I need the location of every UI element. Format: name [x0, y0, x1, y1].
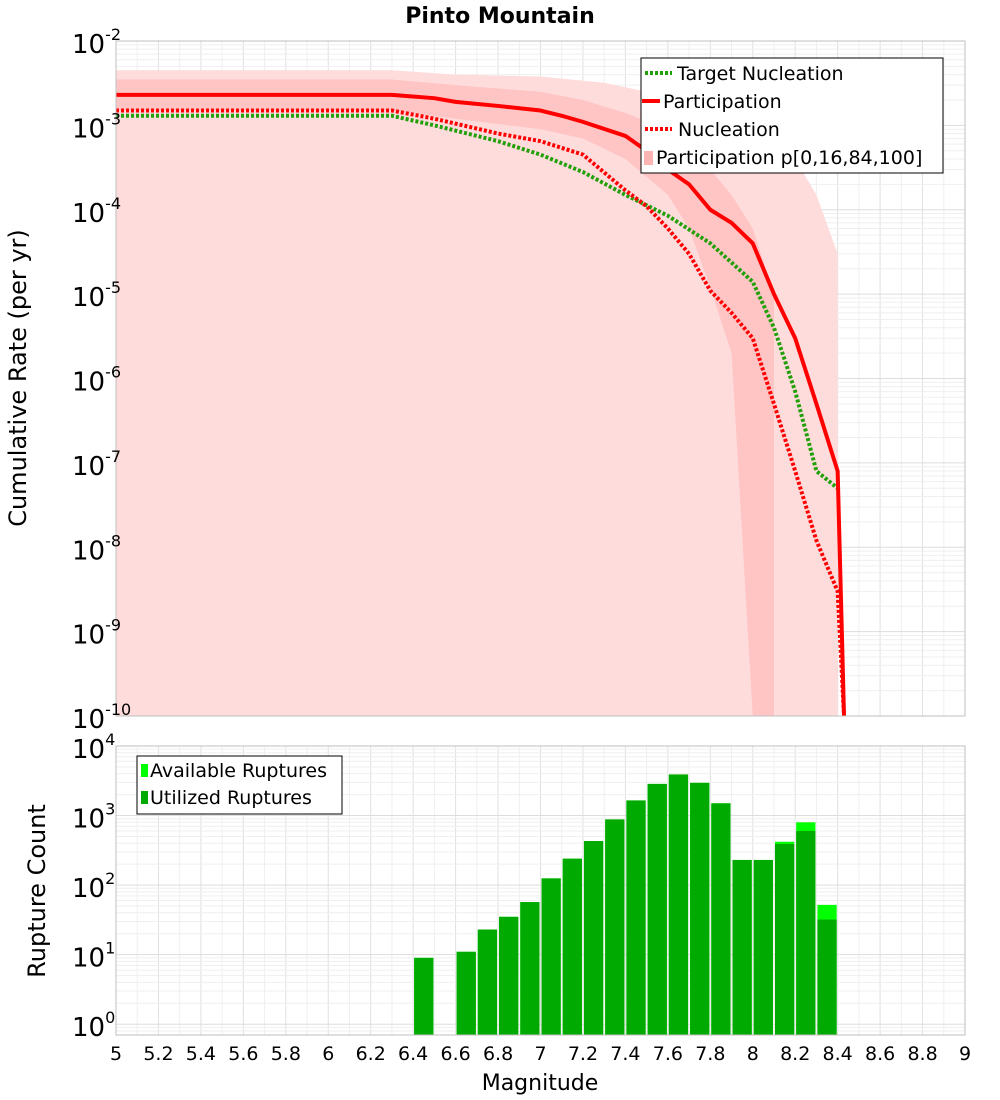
bar-utilized	[774, 844, 795, 1035]
count-y-tick-label: 102	[72, 869, 115, 904]
rate-y-tick-label: 10-5	[72, 278, 121, 313]
x-tick-label: 5.8	[271, 1043, 301, 1065]
rate-y-tick-label: 10-8	[72, 531, 121, 566]
x-tick-label: 8.2	[780, 1043, 810, 1065]
x-tick-label: 6.2	[356, 1043, 386, 1065]
x-tick-label: 8.6	[865, 1043, 895, 1065]
rate-y-tick-label: 10-4	[72, 194, 121, 229]
count-legend-box	[136, 755, 343, 815]
x-tick-label: 5.2	[143, 1043, 173, 1065]
bar-utilized	[732, 859, 752, 1035]
x-tick-label: 8.8	[907, 1043, 937, 1065]
bar-utilized	[562, 858, 582, 1035]
x-tick-label: 9	[959, 1043, 971, 1065]
x-tick-label: 7.8	[695, 1043, 725, 1065]
x-tick-label: 7.6	[653, 1043, 683, 1065]
bar-utilized	[477, 929, 498, 1035]
count-legend: Available Ruptures Utilized Ruptures	[136, 755, 343, 815]
count-y-tick-label: 104	[72, 730, 115, 765]
bar-utilized	[541, 878, 561, 1035]
rate-y-tick-label: 10-7	[72, 447, 121, 482]
bar-utilized	[668, 774, 689, 1035]
bar-utilized	[647, 783, 667, 1035]
bar-utilized	[583, 841, 604, 1035]
x-tick-label: 5.6	[228, 1043, 258, 1065]
bar-utilized	[456, 951, 476, 1035]
bar-utilized	[690, 782, 710, 1035]
rate-panel: 10-2 10-3 10-4 10-5 10-6 10-7 10-8 10-9 10-10 Cu…	[4, 25, 966, 735]
legend-label-available: Available Ruptures	[150, 760, 327, 782]
count-plot-frame	[115, 745, 966, 1036]
bar-utilized	[796, 830, 816, 1035]
x-axis-label: Magnitude	[482, 1071, 599, 1096]
legend-label-target-nucleation: Target Nucleation	[676, 63, 844, 85]
bar-utilized	[499, 916, 519, 1035]
legend-swatch-participation-band	[644, 151, 653, 165]
legend-label-participation-band: Participation p[0,16,84,100]	[656, 147, 922, 169]
rate-y-axis-label: Cumulative Rate (per yr)	[4, 229, 32, 527]
band-p0-p100	[116, 70, 838, 716]
series-target-nucleation	[116, 113, 839, 490]
chart-title: Pinto Mountain	[405, 4, 595, 29]
count-y-tick-label: 103	[72, 800, 115, 835]
x-tick-label: 7.4	[610, 1043, 640, 1065]
rate-y-tick-label: 10-9	[72, 616, 121, 651]
count-y-tick-label: 100	[72, 1008, 115, 1043]
rate-y-tick-label: 10-3	[72, 109, 121, 144]
x-ticks: 5 5.2 5.4 5.6 5.8 6 6.2 6.4 6.6 6.8 7 7.2 7.4 7.6 7.8 8…	[110, 1043, 971, 1065]
count-bars	[414, 774, 837, 1035]
x-tick-label: 6	[322, 1043, 334, 1065]
count-y-ticks: 104 103 102 101 100	[72, 730, 115, 1043]
rate-legend-box	[640, 57, 944, 174]
count-y-axis-label: Rupture Count	[23, 804, 51, 978]
rate-y-tick-label: 10-10	[72, 700, 131, 735]
bar-utilized	[414, 957, 434, 1035]
bar-utilized	[520, 902, 540, 1035]
x-tick-label: 6.6	[440, 1043, 470, 1065]
x-tick-label: 7.2	[568, 1043, 598, 1065]
x-tick-label: 5	[110, 1043, 122, 1065]
rate-legend: Target Nucleation Participation Nucleati…	[640, 57, 944, 174]
x-tick-label: 8.4	[823, 1043, 853, 1065]
x-tick-label: 7	[534, 1043, 546, 1065]
rate-y-tick-label: 10-6	[72, 363, 121, 398]
bar-utilized	[605, 819, 625, 1035]
bar-utilized	[817, 919, 837, 1035]
rate-y-ticks: 10-2 10-3 10-4 10-5 10-6 10-7 10-8 10-9 10-10	[72, 25, 131, 735]
x-tick-label: 6.8	[483, 1043, 513, 1065]
legend-swatch-available	[141, 764, 148, 777]
rate-bands	[116, 70, 838, 717]
legend-label-nucleation: Nucleation	[672, 119, 780, 141]
bar-utilized	[753, 859, 773, 1035]
rate-y-tick-label: 10-2	[72, 25, 121, 60]
bar-utilized	[626, 800, 646, 1035]
x-tick-label: 5.4	[186, 1043, 216, 1065]
x-tick-label: 6.4	[398, 1043, 428, 1065]
legend-swatch-utilized	[141, 791, 148, 804]
count-panel: 104 103 102 101 100 Rupture Count Available …	[23, 730, 971, 1096]
rate-plot-frame	[115, 40, 966, 717]
bar-utilized	[711, 803, 731, 1035]
x-tick-label: 8	[747, 1043, 759, 1065]
legend-label-participation: Participation	[663, 91, 782, 113]
series-nucleation	[116, 108, 847, 717]
count-y-tick-label: 101	[72, 939, 115, 974]
legend-label-utilized: Utilized Ruptures	[150, 787, 312, 809]
